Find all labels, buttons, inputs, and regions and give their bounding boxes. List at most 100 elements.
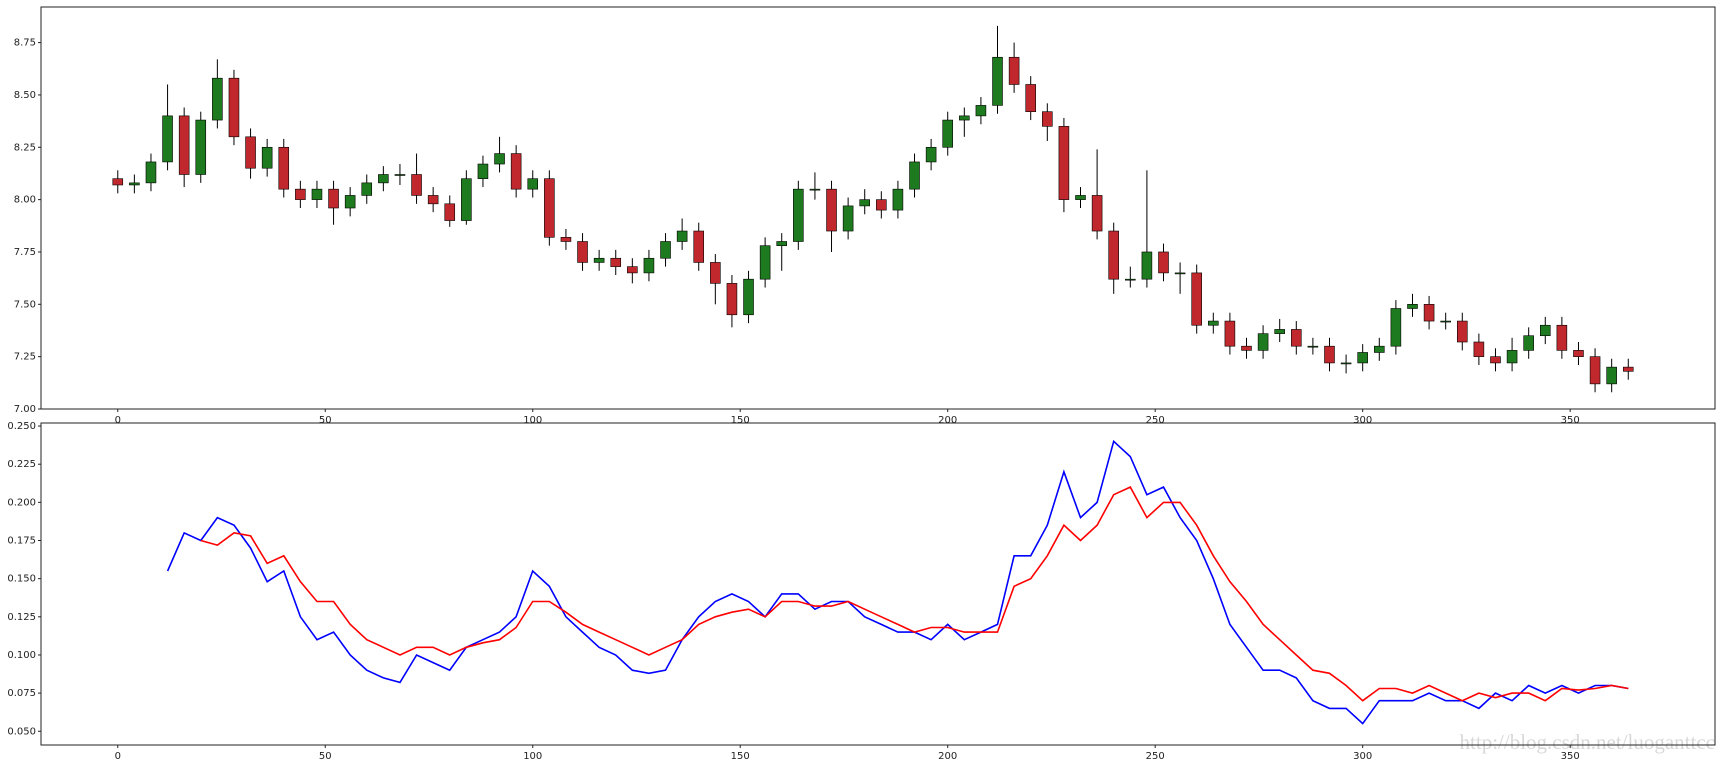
candle-body — [145, 161, 157, 184]
y-tick-label: 0.050 — [7, 726, 36, 737]
x-tick-label: 300 — [1353, 751, 1372, 762]
x-tick-label: 50 — [319, 415, 332, 426]
x-tick-label: 300 — [1353, 415, 1372, 426]
candle-body — [278, 146, 290, 190]
candle-body — [394, 174, 406, 176]
y-tick-label: 8.25 — [14, 142, 36, 153]
candle-body — [1539, 324, 1551, 337]
candle-body — [427, 195, 439, 205]
candle-body — [1556, 324, 1568, 351]
candle-body — [444, 203, 456, 221]
candle-body — [162, 115, 173, 163]
x-tick-label: 250 — [1146, 415, 1165, 426]
candle-body — [577, 241, 588, 263]
x-tick-label: 150 — [731, 415, 750, 426]
candle-body — [1174, 272, 1186, 275]
candle-body — [809, 188, 821, 191]
candle-body — [560, 237, 572, 242]
y-tick-label: 0.175 — [7, 536, 36, 547]
candle-body — [1473, 341, 1485, 357]
candle-body — [544, 178, 555, 238]
axes-frame — [40, 422, 1716, 746]
candle-body — [212, 77, 223, 121]
candle-body — [1025, 84, 1036, 112]
y-tick-label: 7.75 — [14, 247, 36, 258]
candle-body — [743, 278, 754, 316]
y-tick-label: 0.250 — [7, 421, 36, 432]
candle-body — [1274, 329, 1285, 334]
candle-body — [344, 195, 356, 209]
x-tick-label: 250 — [1146, 751, 1165, 762]
candle-body — [195, 119, 207, 175]
x-tick-label: 100 — [523, 415, 542, 426]
candle-body — [892, 188, 904, 211]
candle-body — [361, 182, 373, 196]
series-line — [166, 439, 1629, 725]
candle-body — [1075, 195, 1086, 200]
candle-body — [1390, 308, 1402, 347]
candle-body — [1208, 320, 1219, 326]
x-tick-label: 350 — [1561, 751, 1580, 762]
candle-body — [1490, 356, 1501, 364]
candle-body — [178, 115, 190, 175]
candle-body — [693, 230, 705, 263]
axes-frame — [40, 6, 1716, 410]
candle-body — [759, 245, 771, 280]
candle-body — [1058, 126, 1070, 200]
candle-body — [1407, 304, 1418, 309]
candle-body — [992, 56, 1003, 106]
y-tick-label: 8.00 — [14, 195, 36, 206]
candle-body — [328, 188, 339, 209]
candle-body — [245, 136, 256, 169]
candle-body — [726, 283, 738, 316]
candle-body — [627, 266, 638, 274]
candle-body — [1457, 320, 1468, 343]
x-tick-label: 350 — [1561, 415, 1580, 426]
candle-body — [643, 257, 655, 274]
x-tick-label: 50 — [319, 751, 332, 762]
candle-body — [494, 153, 505, 165]
candle-body — [1241, 345, 1252, 351]
candle-body — [261, 146, 273, 169]
candle-body — [1257, 333, 1269, 351]
candle-body — [710, 262, 721, 284]
candle-body — [129, 182, 140, 186]
candle-body — [1523, 335, 1534, 351]
candle-body — [842, 205, 854, 232]
x-tick-label: 0 — [115, 751, 121, 762]
x-tick-label: 200 — [938, 415, 957, 426]
candle-body — [311, 188, 323, 200]
candle-body — [1440, 320, 1451, 323]
y-tick-label: 0.100 — [7, 650, 36, 661]
candle-body — [1108, 230, 1119, 280]
candle-body — [959, 115, 970, 121]
candle-body — [876, 199, 887, 211]
x-tick-label: 0 — [115, 415, 121, 426]
candle-body — [1324, 345, 1335, 364]
candle-body — [909, 161, 920, 190]
candle-body — [1606, 366, 1617, 385]
candle-body — [942, 119, 953, 148]
candle-body — [660, 241, 671, 259]
y-tick-label: 0.225 — [7, 459, 36, 470]
candle-body — [1191, 272, 1202, 326]
candle-body — [793, 188, 804, 242]
candle-body — [776, 241, 788, 246]
candle-body — [593, 257, 605, 263]
candle-body — [1573, 350, 1584, 357]
candle-body — [859, 199, 871, 207]
candle-body — [1622, 366, 1634, 372]
candle-body — [1340, 362, 1352, 365]
candle-body — [1158, 251, 1169, 274]
candle-body — [112, 178, 124, 186]
x-tick-label: 100 — [523, 751, 542, 762]
candle-body — [1125, 278, 1136, 281]
candle-body — [1008, 56, 1020, 85]
x-tick-label: 200 — [938, 751, 957, 762]
candle-body — [826, 188, 837, 232]
candle-body — [1374, 345, 1385, 353]
candle-body — [510, 153, 522, 190]
y-tick-label: 8.50 — [14, 90, 36, 101]
y-tick-label: 7.25 — [14, 352, 36, 363]
